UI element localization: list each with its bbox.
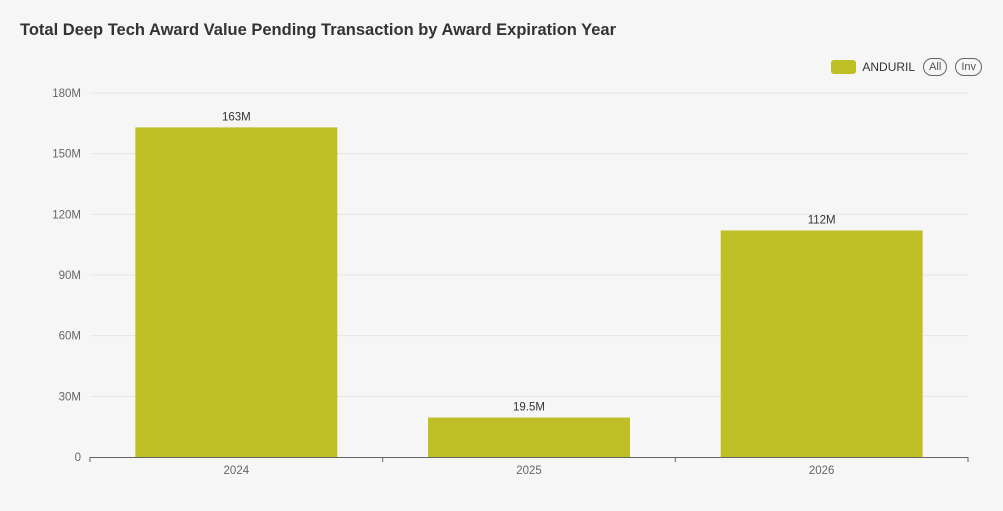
x-tick-label: 2024 bbox=[224, 465, 250, 477]
y-tick-label: 0 bbox=[75, 452, 81, 464]
y-tick-label: 30M bbox=[59, 391, 81, 403]
x-tick-label: 2026 bbox=[809, 465, 835, 477]
data-label: 19.5M bbox=[513, 402, 545, 414]
y-tick-label: 90M bbox=[59, 270, 81, 282]
legend: ANDURIL All Inv bbox=[831, 58, 982, 76]
bar-2026 bbox=[720, 230, 923, 457]
chart-title: Total Deep Tech Award Value Pending Tran… bbox=[20, 21, 617, 39]
bar-2024 bbox=[135, 127, 338, 457]
y-tick-label: 120M bbox=[52, 209, 81, 221]
inverse-selection-button[interactable]: Inv bbox=[955, 58, 982, 76]
legend-label: ANDURIL bbox=[862, 60, 916, 74]
bar-2025 bbox=[428, 417, 630, 457]
x-tick-label: 2025 bbox=[516, 465, 542, 477]
y-tick-label: 150M bbox=[52, 149, 81, 161]
data-label: 112M bbox=[808, 215, 836, 227]
y-tick-label: 180M bbox=[52, 88, 81, 100]
select-all-button[interactable]: All bbox=[923, 58, 948, 76]
legend-swatch bbox=[831, 60, 857, 74]
legend-item-anduril[interactable]: ANDURIL bbox=[831, 60, 915, 74]
data-label: 163M bbox=[222, 111, 251, 123]
y-tick-label: 60M bbox=[59, 331, 81, 343]
